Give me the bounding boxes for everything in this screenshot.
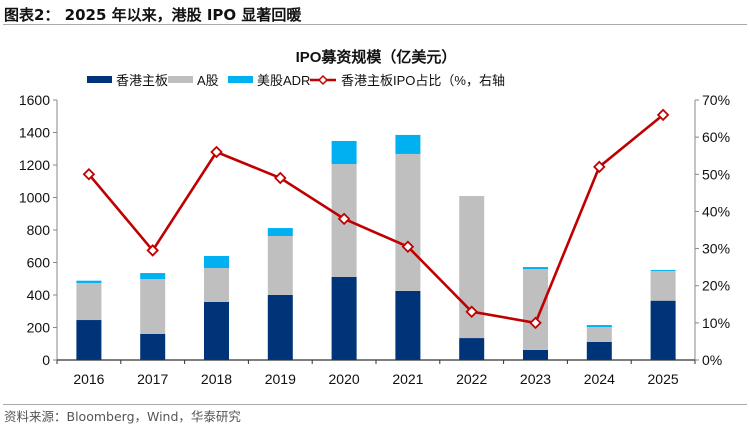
y-tick-label: 1000 bbox=[19, 190, 50, 206]
bar-2017-2 bbox=[140, 273, 166, 280]
y-tick-label: 800 bbox=[27, 222, 51, 238]
x-tick-label: 2017 bbox=[137, 371, 168, 387]
bar-2024-2 bbox=[586, 325, 612, 328]
legend-label-2: 美股ADR bbox=[257, 73, 310, 88]
bar-2023-1 bbox=[523, 269, 548, 350]
source-note: 资料来源：Bloomberg，Wind，华泰研究 bbox=[4, 409, 241, 424]
header-divider bbox=[3, 24, 747, 25]
y2-tick-label: 10% bbox=[702, 315, 730, 331]
bar-2018-1 bbox=[204, 268, 229, 302]
x-tick-label: 2018 bbox=[201, 371, 232, 387]
bar-2021-0 bbox=[395, 290, 421, 360]
x-tick-label: 2022 bbox=[456, 371, 487, 387]
legend-swatch-1 bbox=[168, 76, 193, 83]
line-series-3 bbox=[87, 113, 664, 325]
x-tick-label: 2025 bbox=[648, 371, 679, 387]
footer-divider bbox=[3, 404, 747, 405]
bar-2025-1 bbox=[650, 270, 676, 301]
x-tick-label: 2016 bbox=[73, 371, 104, 387]
y2-tick-label: 50% bbox=[702, 166, 730, 182]
bar-2016-2 bbox=[76, 280, 102, 283]
axes: 2016 2017 2018 2019 2020 2021 2022 2023 2024 2025… bbox=[19, 92, 730, 387]
bar-2023-2 bbox=[523, 267, 548, 269]
y2-tick-label: 20% bbox=[702, 278, 730, 294]
bar-2019-2 bbox=[267, 228, 293, 237]
bar-2019-1 bbox=[267, 236, 293, 295]
bar-2024-0 bbox=[586, 341, 612, 360]
y2-tick-label: 70% bbox=[702, 92, 730, 108]
line-point-2020 bbox=[337, 212, 351, 226]
y-tick-label: 1200 bbox=[19, 157, 50, 173]
bar-2025-2 bbox=[650, 269, 676, 271]
bar-2020-0 bbox=[331, 276, 357, 360]
chart-title: IPO募资规模（亿美元） bbox=[296, 48, 457, 66]
line-point-2022 bbox=[465, 305, 478, 318]
y2-tick-label: 0% bbox=[702, 352, 722, 368]
y-tick-label: 400 bbox=[27, 287, 51, 303]
bar-2025-0 bbox=[650, 300, 676, 360]
legend-swatch-2 bbox=[228, 76, 253, 83]
y-tick-label: 1400 bbox=[19, 125, 50, 141]
bar-2016-1 bbox=[76, 282, 102, 321]
line-point-2024 bbox=[593, 160, 606, 174]
bar-2022-0 bbox=[459, 338, 485, 360]
y-tick-label: 200 bbox=[27, 320, 51, 336]
y-tick-label: 1600 bbox=[19, 92, 50, 108]
y2-tick-label: 40% bbox=[702, 203, 730, 219]
x-tick-label: 2024 bbox=[584, 371, 615, 387]
bar-2024-1 bbox=[586, 327, 612, 342]
bar-2023-0 bbox=[523, 349, 548, 360]
line-point-2025 bbox=[656, 108, 670, 122]
line-point-2021 bbox=[401, 240, 415, 253]
legend-label-3: 香港主板IPO占比（%，右轴 bbox=[341, 73, 505, 88]
bar-2016-0 bbox=[76, 320, 102, 360]
line-point-2016 bbox=[82, 168, 96, 181]
y-tick-label: 0 bbox=[42, 352, 50, 368]
x-tick-label: 2019 bbox=[265, 371, 296, 387]
bar-2017-0 bbox=[140, 334, 166, 360]
bar-2020-2 bbox=[331, 140, 357, 165]
x-tick-label: 2020 bbox=[329, 371, 360, 387]
legend-swatch-0 bbox=[87, 76, 112, 83]
bar-2018-2 bbox=[204, 256, 229, 269]
legend-label-0: 香港主板 bbox=[116, 73, 168, 88]
line-point-2018 bbox=[210, 145, 223, 159]
bar-2019-0 bbox=[267, 295, 293, 360]
bar-2017-1 bbox=[140, 279, 166, 334]
y2-tick-label: 60% bbox=[702, 129, 730, 145]
y2-tick-label: 30% bbox=[702, 241, 730, 257]
legend-label-1: A股 bbox=[197, 73, 219, 88]
legend: 香港主板 A股 美股ADR 香港主板IPO占比（%，右轴 bbox=[87, 73, 505, 88]
legend-diamond-icon bbox=[317, 74, 329, 86]
bar-2018-0 bbox=[204, 301, 229, 360]
share-line bbox=[82, 108, 670, 330]
bar-2021-1 bbox=[395, 153, 421, 291]
line-point-2019 bbox=[274, 171, 287, 185]
y-tick-label: 600 bbox=[27, 255, 51, 271]
bar-2021-2 bbox=[395, 134, 421, 154]
line-point-2017 bbox=[146, 244, 159, 257]
figure-title: 图表2： 2025 年以来，港股 IPO 显著回暖 bbox=[4, 6, 302, 24]
x-tick-label: 2023 bbox=[520, 371, 551, 387]
x-tick-label: 2021 bbox=[392, 371, 423, 387]
line-point-2023 bbox=[529, 316, 542, 330]
bars bbox=[76, 134, 676, 360]
